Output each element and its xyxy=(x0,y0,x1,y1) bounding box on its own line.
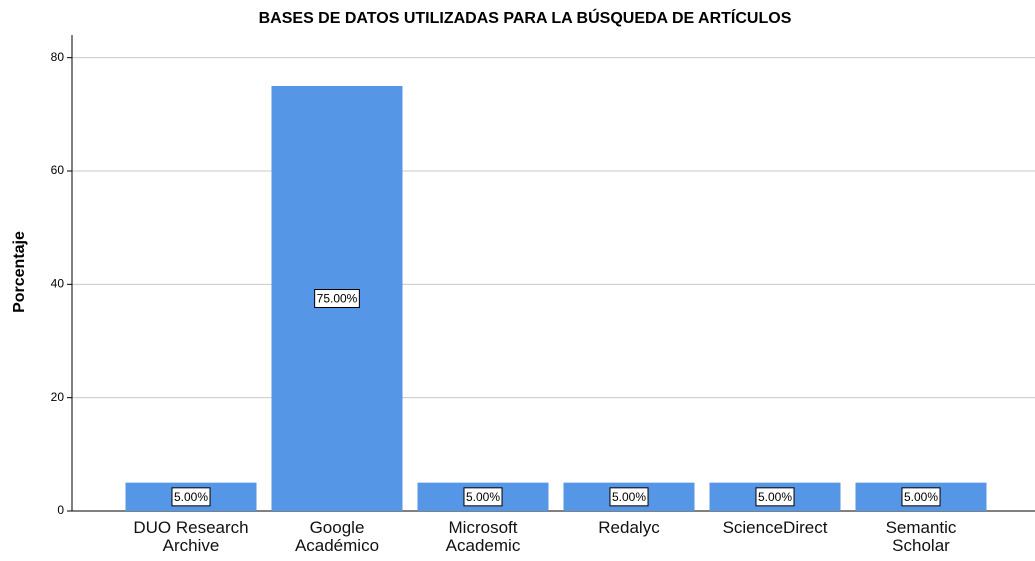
y-tick-label: 80 xyxy=(51,50,65,64)
x-tick-label: Google Académico xyxy=(294,518,380,555)
y-tick-label: 0 xyxy=(57,503,64,517)
y-tick-label: 60 xyxy=(51,163,65,177)
y-tick-label: 20 xyxy=(51,390,65,404)
chart-title: BASES DE DATOS UTILIZADAS PARA LA BÚSQUE… xyxy=(259,8,792,27)
value-label: 5.00% xyxy=(466,490,500,504)
y-axis-label: Porcentaje xyxy=(11,231,28,313)
y-tick-label: 40 xyxy=(51,277,65,291)
value-label-box xyxy=(901,487,941,507)
value-label: 5.00% xyxy=(758,490,792,504)
value-label: 5.00% xyxy=(612,490,646,504)
value-label-box xyxy=(463,487,503,507)
x-tick-label: DUO Research Archive xyxy=(133,518,249,555)
x-tick-label: Semantic Scholar xyxy=(885,518,957,555)
value-label: 5.00% xyxy=(174,490,208,504)
value-label-box xyxy=(171,487,211,507)
x-tick-label: Microsoft Academic xyxy=(445,518,521,555)
x-tick-label: Redalyc xyxy=(598,518,660,537)
value-label-box xyxy=(609,487,649,507)
value-label: 75.00% xyxy=(317,292,358,306)
value-label: 5.00% xyxy=(904,490,938,504)
value-label-box xyxy=(755,487,795,507)
value-label-box xyxy=(314,289,360,308)
x-tick-label: ScienceDirect xyxy=(722,518,828,537)
